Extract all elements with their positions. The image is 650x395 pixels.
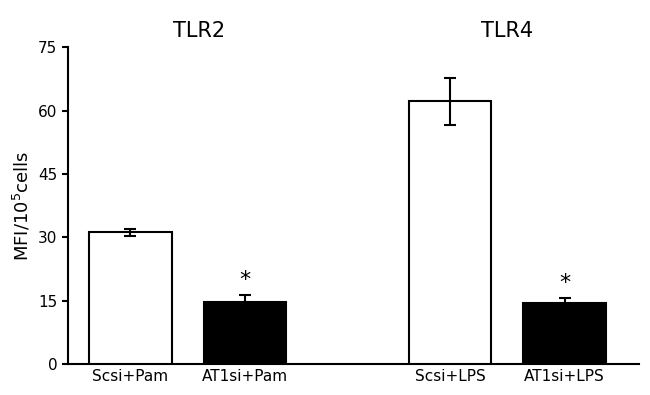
Bar [410, 102, 491, 364]
Bar [203, 301, 286, 364]
Bar [89, 232, 172, 364]
Text: *: * [239, 270, 250, 290]
Text: TLR2: TLR2 [173, 21, 225, 41]
Y-axis label: MFI/10$^5$cells: MFI/10$^5$cells [11, 150, 32, 261]
Bar [523, 303, 606, 364]
Text: TLR4: TLR4 [482, 21, 534, 41]
Text: *: * [559, 273, 570, 293]
